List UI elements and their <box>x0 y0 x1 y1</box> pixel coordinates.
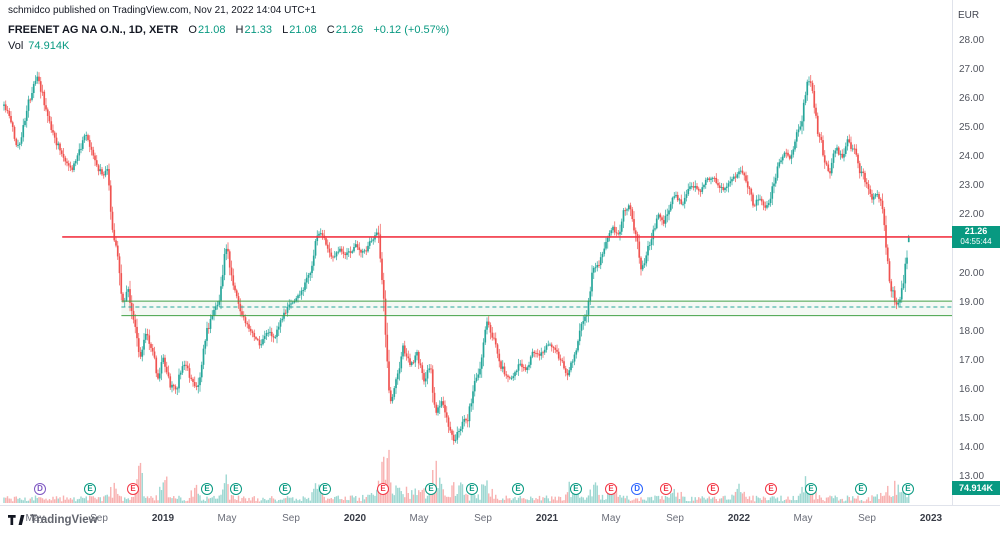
price-tick: 13.00 <box>959 471 985 482</box>
time-tick: Sep <box>282 513 300 524</box>
support-zone-fill <box>121 301 952 316</box>
low-value: 21.08 <box>289 24 317 36</box>
time-tick: May <box>601 513 621 524</box>
price-tick: 15.00 <box>959 412 985 424</box>
event-marker-d[interactable]: D <box>631 483 644 495</box>
symbol-title[interactable]: FREENET AG NA O.N., 1D, XETR <box>8 24 179 36</box>
bar-countdown: 04:55:44 <box>960 236 992 246</box>
price-tick: 26.00 <box>959 93 985 105</box>
volume-axis-badge: 74.914K <box>952 481 1000 495</box>
tradingview-wordmark: TradingView <box>30 514 98 526</box>
price-tick: 27.00 <box>959 64 985 76</box>
time-tick: Sep <box>666 513 684 524</box>
event-marker-e[interactable]: E <box>229 483 242 495</box>
price-tick: 23.00 <box>959 180 985 192</box>
price-tick: 14.00 <box>959 441 985 453</box>
time-tick: Sep <box>474 513 492 524</box>
time-tick: 2023 <box>919 513 943 524</box>
open-label: O <box>188 24 197 36</box>
price-tick: 19.00 <box>959 296 985 308</box>
candles-layer[interactable] <box>3 71 910 445</box>
close-value: 21.26 <box>335 24 364 36</box>
tradingview-logo-icon <box>8 515 25 525</box>
current-price-value: 21.26 <box>964 225 988 236</box>
event-marker-e[interactable]: E <box>425 483 437 495</box>
event-marker-e[interactable]: E <box>660 483 673 495</box>
current-price-badge: 21.26 04:55:44 <box>952 225 1000 248</box>
change-value: +0.12 (+0.57%) <box>373 24 450 36</box>
time-tick: Sep <box>858 513 876 524</box>
event-marker-e[interactable]: E <box>855 483 868 495</box>
time-tick: May <box>409 513 429 524</box>
price-axis[interactable]: 28.0027.0026.0025.0024.0023.0022.0021.00… <box>952 0 1000 505</box>
price-tick: 17.00 <box>959 354 985 366</box>
high-label: H <box>235 24 244 36</box>
candlestick-chart[interactable] <box>0 0 952 505</box>
event-marker-e[interactable]: E <box>765 483 777 495</box>
chart-legend: FREENET AG NA O.N., 1D, XETR O21.08 H21.… <box>8 24 449 36</box>
time-tick: May <box>217 513 237 524</box>
price-tick: 20.00 <box>959 267 985 279</box>
volume-value: 74.914K <box>28 40 70 52</box>
price-tick: 22.00 <box>959 209 985 221</box>
volume-legend: Vol 74.914K <box>8 40 69 52</box>
time-tick: 2022 <box>727 513 751 524</box>
event-marker-e[interactable]: E <box>605 483 617 495</box>
time-tick: 2020 <box>343 513 367 524</box>
publish-attribution: schmidco published on TradingView.com, N… <box>8 5 317 16</box>
currency-label: EUR <box>958 10 980 21</box>
time-tick: Sep <box>90 513 108 524</box>
price-tick: 24.00 <box>959 151 985 163</box>
support-lines[interactable] <box>121 300 952 317</box>
volume-label: Vol <box>8 40 24 52</box>
event-marker-e[interactable]: E <box>901 483 914 495</box>
event-marker-e[interactable]: E <box>512 483 525 495</box>
price-tick: 28.00 <box>959 35 985 46</box>
close-label: C <box>326 24 335 36</box>
time-tick: 2019 <box>151 513 175 524</box>
time-tick: 2021 <box>535 513 559 524</box>
event-marker-e[interactable]: E <box>127 483 140 495</box>
price-tick: 16.00 <box>959 383 985 395</box>
event-marker-e[interactable]: E <box>279 483 292 495</box>
open-value: 21.08 <box>197 24 226 36</box>
event-marker-e[interactable]: E <box>805 483 817 495</box>
event-marker-e[interactable]: E <box>569 483 582 495</box>
event-marker-e[interactable]: E <box>201 483 213 495</box>
price-tick: 18.00 <box>959 325 985 337</box>
event-marker-d[interactable]: D <box>33 483 46 495</box>
event-marker-e[interactable]: E <box>319 483 332 495</box>
time-axis[interactable]: May Sep 2019 May Sep 2020 May Sep 2021 May Sep 2022… <box>0 505 1000 536</box>
price-tick: 25.00 <box>959 122 985 134</box>
high-value: 21.33 <box>244 24 273 36</box>
volume-bars-layer <box>3 449 910 503</box>
event-marker-e[interactable]: E <box>84 483 97 495</box>
event-marker-e[interactable]: E <box>465 483 478 495</box>
low-label: L <box>282 24 289 36</box>
time-tick: May <box>25 513 45 524</box>
event-marker-e[interactable]: E <box>707 483 720 495</box>
time-tick: May <box>793 513 813 524</box>
tradingview-attribution[interactable]: TradingView <box>8 514 98 526</box>
event-marker-e[interactable]: E <box>377 483 389 495</box>
